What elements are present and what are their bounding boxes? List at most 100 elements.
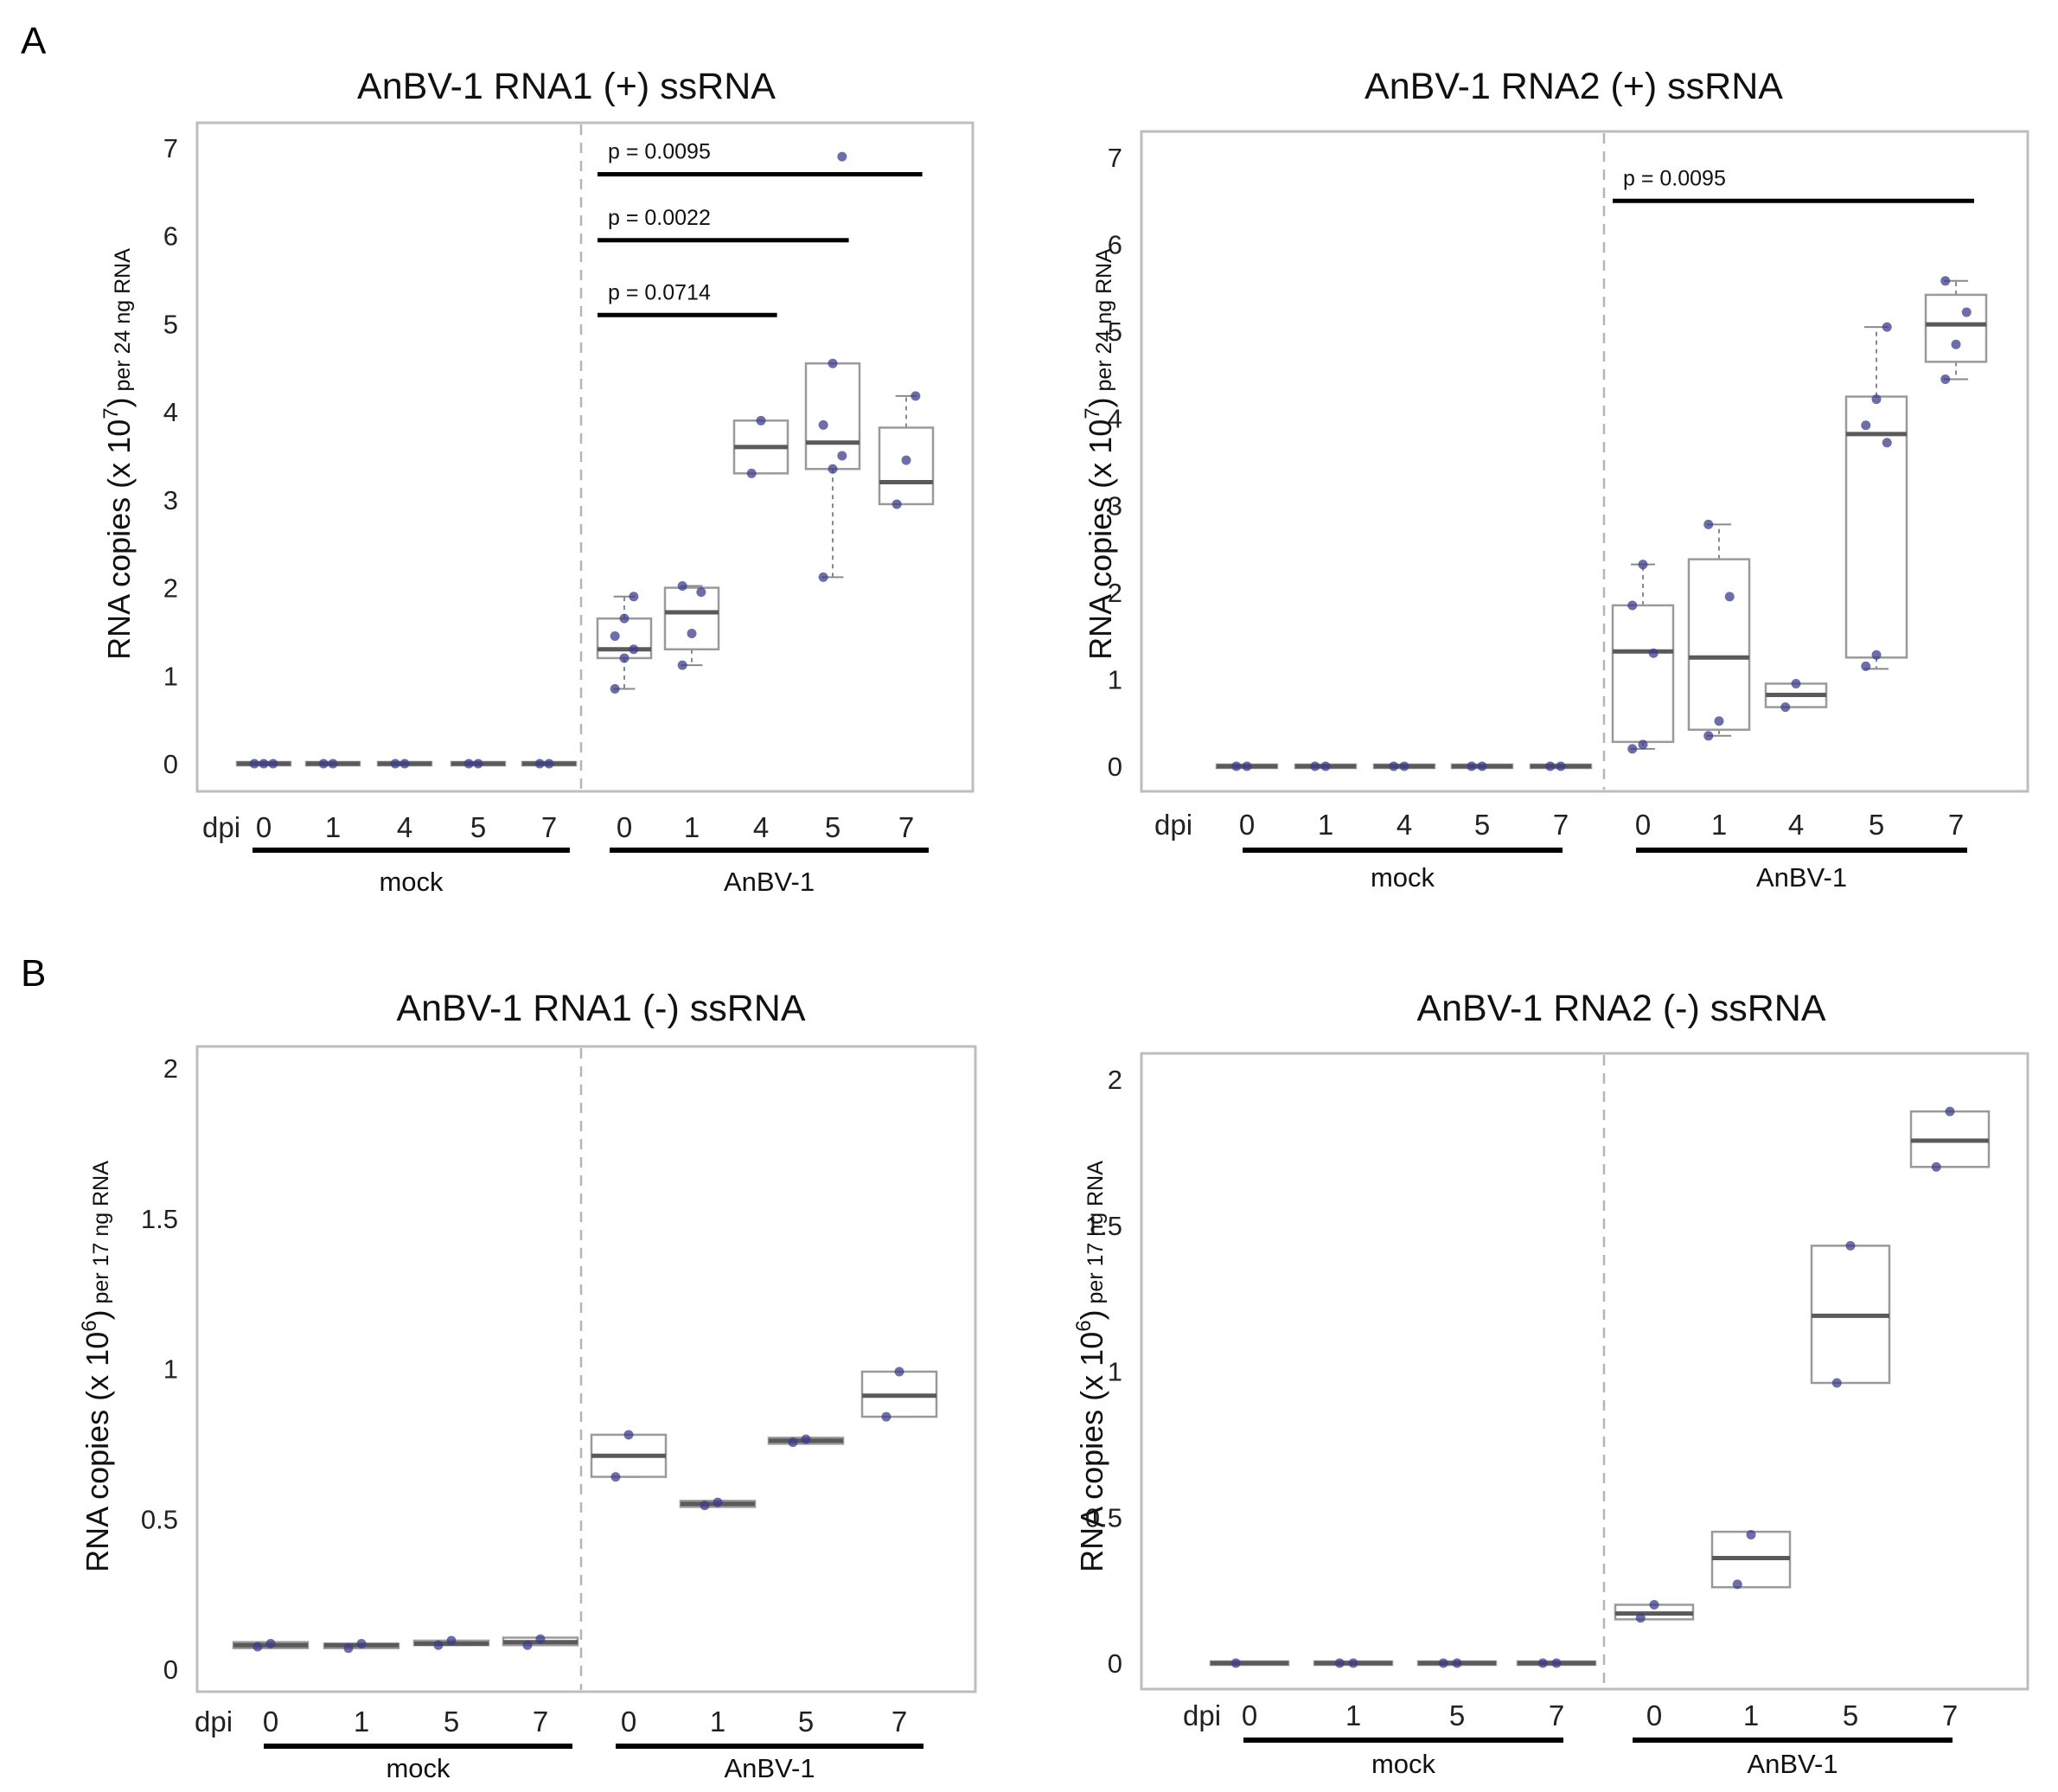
x-tick-label: 1 bbox=[354, 1706, 369, 1738]
p-value-label: p = 0.0095 bbox=[1623, 166, 1726, 190]
plot-frame bbox=[195, 1045, 977, 1693]
p-value-label: p = 0.0095 bbox=[608, 140, 711, 164]
x-tick-label: 0 bbox=[617, 811, 632, 843]
box-1 bbox=[235, 758, 292, 769]
y-axis-label-close: ) bbox=[1074, 1309, 1109, 1320]
box-rect bbox=[596, 617, 653, 660]
box-6 bbox=[1611, 560, 1675, 754]
box-1 bbox=[1215, 761, 1279, 771]
y-tick-label: 0 bbox=[163, 749, 178, 779]
data-point bbox=[1861, 661, 1871, 671]
x-tick-label: 5 bbox=[470, 811, 486, 843]
y-tick-label: 3 bbox=[163, 485, 178, 515]
y-axis-label-exponent: 6 bbox=[78, 1320, 101, 1331]
data-point bbox=[619, 613, 630, 624]
box-rect bbox=[1924, 293, 1988, 363]
y-tick-label: 2 bbox=[163, 573, 178, 604]
box-1 bbox=[1209, 1658, 1290, 1668]
group-label: AnBV-1 bbox=[724, 867, 815, 897]
x-tick-label: 5 bbox=[1869, 809, 1884, 841]
data-point bbox=[610, 631, 620, 642]
data-point bbox=[1556, 761, 1566, 771]
plot-frame bbox=[1140, 1052, 2029, 1691]
data-point bbox=[1791, 678, 1801, 688]
data-point bbox=[446, 1635, 457, 1646]
data-point bbox=[1961, 307, 1972, 317]
y-tick-label: 7 bbox=[163, 133, 178, 163]
data-point bbox=[1551, 1658, 1562, 1668]
box-6 bbox=[1710, 1530, 1792, 1590]
data-point bbox=[1951, 339, 1961, 349]
box-rect bbox=[878, 426, 935, 506]
data-point bbox=[1310, 761, 1320, 771]
y-axis-label: RNA copies (x 107) per 24 ng RNA bbox=[99, 248, 137, 660]
data-point bbox=[901, 455, 911, 465]
data-point bbox=[1931, 1162, 1941, 1172]
data-point bbox=[1882, 438, 1892, 448]
data-point bbox=[700, 1501, 710, 1511]
x-axis-label-dpi: dpi bbox=[195, 1706, 233, 1738]
x-tick-label: 5 bbox=[444, 1706, 459, 1738]
group-label: AnBV-1 bbox=[1747, 1749, 1838, 1779]
data-point bbox=[1467, 761, 1477, 771]
panel-label-a: A bbox=[21, 20, 47, 62]
x-tick-label: 1 bbox=[684, 811, 700, 843]
data-point bbox=[259, 758, 269, 769]
y-axis-label-close: ) bbox=[101, 397, 137, 407]
box-9 bbox=[804, 151, 861, 582]
box-2 bbox=[304, 758, 361, 769]
group-label: mock bbox=[386, 1753, 451, 1783]
data-point bbox=[746, 468, 757, 478]
data-point bbox=[1940, 276, 1951, 286]
x-tick-label: 0 bbox=[1242, 1699, 1257, 1731]
data-point bbox=[911, 391, 921, 401]
data-point bbox=[828, 464, 838, 474]
data-point bbox=[1940, 374, 1951, 384]
y-axis-label: RNA copies (x 106) per 17 ng RNA bbox=[78, 1161, 115, 1572]
y-axis-label-unit: per 24 ng RNA bbox=[111, 248, 135, 398]
group-label: mock bbox=[1371, 862, 1435, 893]
box-rect bbox=[1844, 395, 1908, 659]
data-point bbox=[1545, 761, 1556, 771]
data-point bbox=[1635, 1613, 1646, 1623]
data-point bbox=[677, 660, 687, 670]
group-label: mock bbox=[1371, 1749, 1436, 1779]
data-point bbox=[1831, 1378, 1842, 1388]
x-tick-label: 0 bbox=[1239, 809, 1255, 841]
x-tick-label: 0 bbox=[1646, 1699, 1662, 1731]
group-label: mock bbox=[379, 867, 444, 897]
data-point bbox=[1242, 761, 1252, 771]
data-point bbox=[1845, 1240, 1856, 1251]
box-9 bbox=[1844, 322, 1908, 671]
chart-title: AnBV-1 RNA1 (-) ssRNA bbox=[396, 988, 805, 1029]
x-tick-label: 7 bbox=[898, 811, 914, 843]
box-8 bbox=[732, 415, 789, 478]
x-tick-label: 1 bbox=[1318, 809, 1333, 841]
data-point bbox=[818, 572, 828, 582]
box-7 bbox=[1687, 519, 1751, 741]
data-point bbox=[1537, 1658, 1548, 1668]
data-point bbox=[1714, 716, 1724, 726]
y-axis-label: RNA copies (x 107) per 24 ng RNA bbox=[1081, 248, 1118, 660]
data-point bbox=[1638, 739, 1648, 750]
x-tick-label: 7 bbox=[1553, 809, 1569, 841]
y-tick-label: 0 bbox=[163, 1654, 178, 1685]
y-tick-label: 4 bbox=[163, 397, 178, 427]
box-6 bbox=[679, 1497, 757, 1511]
x-axis-label-dpi: dpi bbox=[1154, 809, 1192, 841]
plot-frame bbox=[195, 121, 975, 793]
box-5 bbox=[1614, 1600, 1695, 1623]
y-tick-label: 2 bbox=[163, 1053, 178, 1084]
x-tick-label: 4 bbox=[753, 811, 769, 843]
data-point bbox=[463, 758, 474, 769]
group-label: AnBV-1 bbox=[724, 1753, 815, 1783]
y-tick-label: 1 bbox=[163, 661, 178, 691]
data-point bbox=[534, 758, 545, 769]
box-6 bbox=[596, 592, 653, 694]
data-point bbox=[1477, 761, 1487, 771]
data-point bbox=[1399, 761, 1409, 771]
chart-title: AnBV-1 RNA2 (-) ssRNA bbox=[1416, 988, 1825, 1029]
x-tick-label: 7 bbox=[1942, 1699, 1958, 1731]
data-point bbox=[268, 758, 278, 769]
